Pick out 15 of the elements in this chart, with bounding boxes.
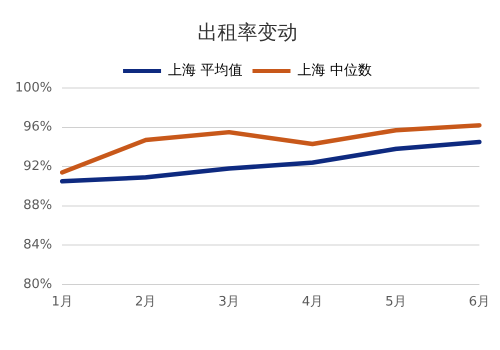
legend-label: 上海 中位数 bbox=[298, 62, 372, 79]
x-tick-label: 4月 bbox=[302, 294, 324, 310]
y-tick-label: 88% bbox=[23, 198, 52, 214]
x-tick-label: 1月 bbox=[52, 294, 73, 310]
legend-label: 上海 平均值 bbox=[168, 62, 243, 79]
x-tick-label: 2月 bbox=[134, 294, 156, 310]
y-tick-label: 80% bbox=[23, 276, 52, 292]
x-tick-label: 6月 bbox=[468, 294, 490, 310]
y-tick-label: 84% bbox=[23, 237, 52, 252]
y-tick-label: 100% bbox=[14, 80, 52, 96]
y-tick-label: 96% bbox=[23, 120, 52, 135]
y-tick-label: 92% bbox=[23, 158, 52, 174]
x-tick-label: 3月 bbox=[218, 294, 240, 310]
chart-title: 出租率变动 bbox=[198, 20, 298, 44]
x-tick-label: 5月 bbox=[385, 294, 407, 310]
